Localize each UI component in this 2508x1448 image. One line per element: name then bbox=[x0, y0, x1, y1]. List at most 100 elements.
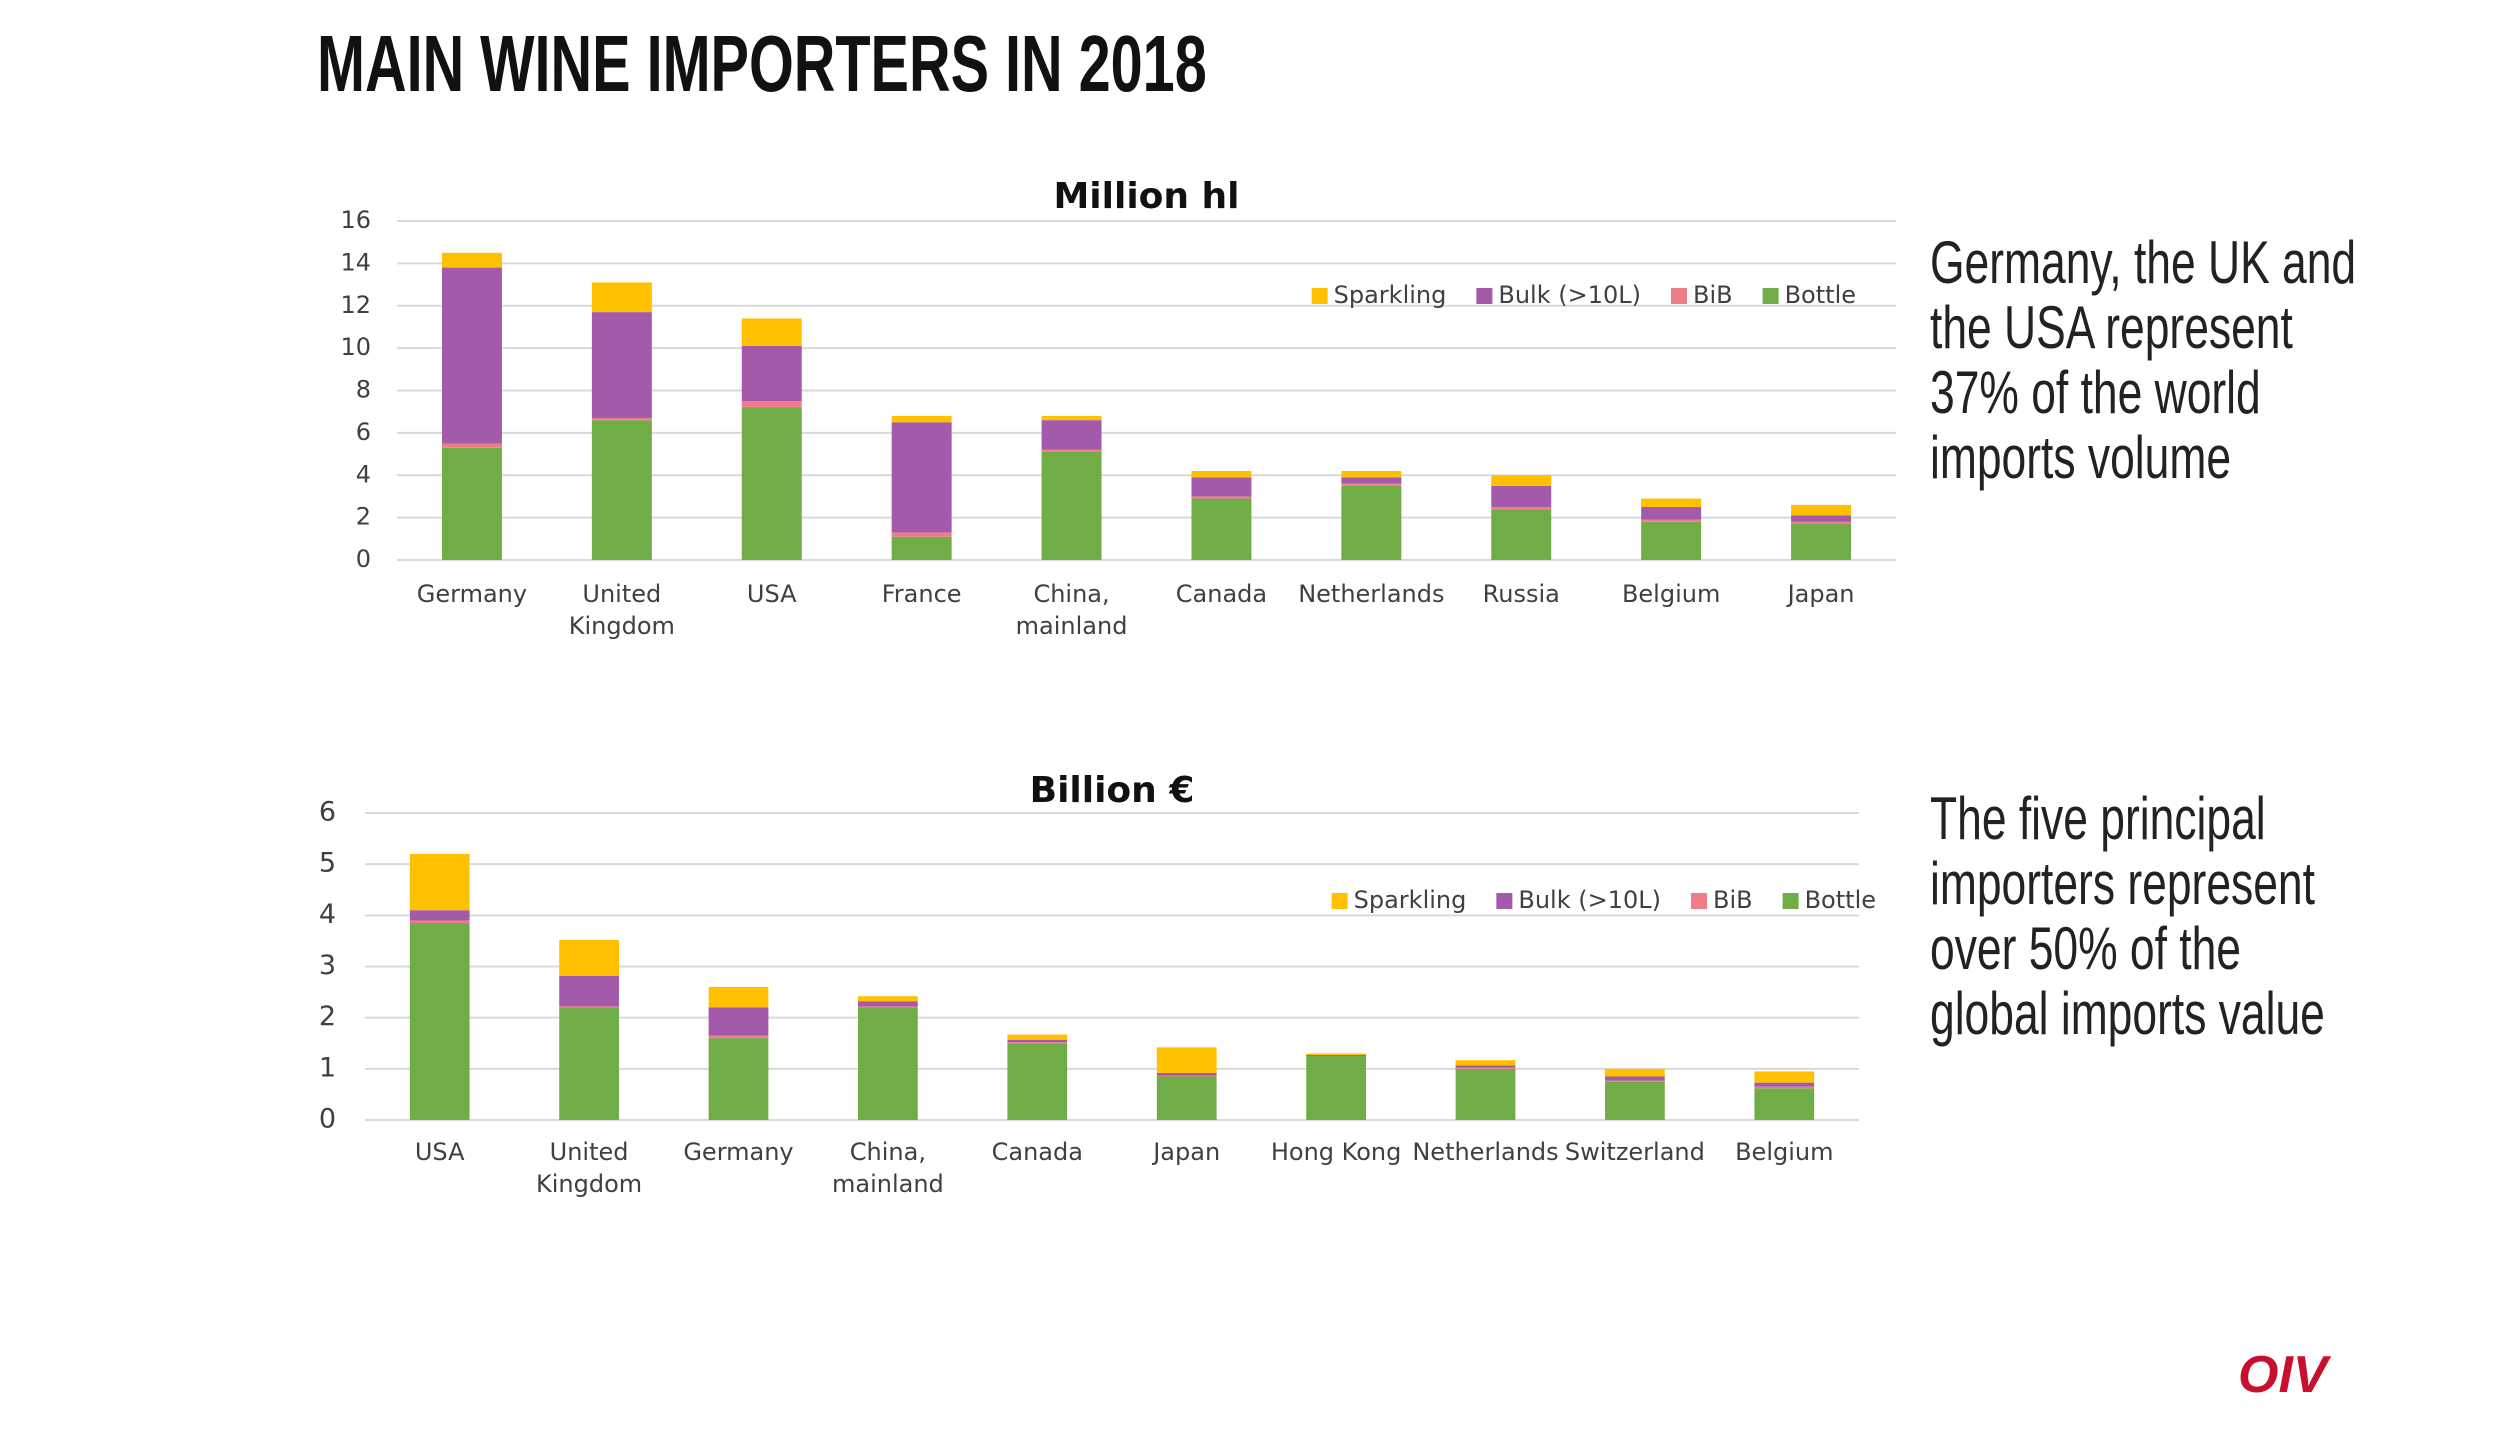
bar-segment bbox=[1491, 507, 1552, 510]
bar-segment bbox=[559, 1007, 619, 1120]
bar-segment bbox=[559, 975, 619, 1007]
x-label-box: Switzerland bbox=[1565, 1138, 1705, 1166]
y-tick-label: 6 bbox=[319, 797, 336, 828]
bar-segment bbox=[891, 536, 952, 560]
bar-segment bbox=[1306, 1056, 1366, 1120]
legend-label: Bulk (>10L) bbox=[1518, 886, 1661, 914]
x-tick-label: Belgium bbox=[1621, 580, 1721, 608]
bar-segment bbox=[1791, 515, 1852, 522]
x-label-box: France bbox=[881, 580, 962, 608]
bar-segment bbox=[1605, 1076, 1665, 1081]
bar-segment bbox=[1455, 1068, 1516, 1120]
bar-segment bbox=[1156, 1075, 1217, 1077]
bar-segment bbox=[441, 267, 502, 444]
bar-segment bbox=[1191, 496, 1252, 499]
bar-segment bbox=[1156, 1072, 1217, 1076]
x-label-box: USA bbox=[414, 1138, 465, 1166]
bar-segment bbox=[1191, 471, 1252, 478]
x-tick-label: Belgium bbox=[1735, 1138, 1834, 1166]
bar-segment bbox=[1791, 521, 1852, 524]
legend-swatch bbox=[1690, 893, 1707, 909]
bar-segment bbox=[591, 418, 652, 421]
note: The five principal importers represent o… bbox=[1930, 785, 2325, 1047]
bar-segment bbox=[1041, 451, 1102, 560]
bar-segment bbox=[1341, 485, 1402, 560]
bar-segment bbox=[1455, 1060, 1516, 1066]
bar-segment bbox=[891, 532, 952, 537]
bar-segment bbox=[1041, 449, 1102, 452]
y-tick-label: 10 bbox=[340, 333, 371, 361]
bar-segment bbox=[409, 853, 470, 911]
legend-swatch bbox=[1496, 893, 1513, 909]
x-tick-label: Canada bbox=[1175, 580, 1268, 608]
bar-segment bbox=[1455, 1067, 1516, 1069]
legend-label: Bottle bbox=[1805, 886, 1876, 914]
bar-segment bbox=[409, 923, 470, 1120]
legend-label: Bulk (>10L) bbox=[1498, 281, 1641, 309]
bar-segment bbox=[891, 415, 952, 423]
bar-segment bbox=[1306, 1053, 1366, 1056]
x-tick-label: Japan bbox=[1153, 1138, 1221, 1166]
bar-segment bbox=[1041, 420, 1102, 450]
bar-segment bbox=[741, 318, 802, 347]
x-tick-label: USA bbox=[414, 1138, 465, 1166]
x-tick-label: France bbox=[881, 580, 962, 608]
bar-segment bbox=[741, 407, 802, 560]
chart-title: Billion € bbox=[1030, 770, 1195, 811]
bar-segment bbox=[708, 1007, 769, 1036]
x-label-box: Russia bbox=[1483, 580, 1560, 608]
x-tick-label: Netherlands bbox=[1298, 580, 1445, 608]
bar-segment bbox=[1754, 1082, 1815, 1087]
bar-segment bbox=[1754, 1086, 1815, 1089]
bar-segment bbox=[591, 312, 652, 419]
x-label-box: United Kingdom bbox=[569, 580, 675, 640]
bar-segment bbox=[441, 447, 502, 560]
bar-segment bbox=[1455, 1065, 1516, 1068]
y-tick-label: 8 bbox=[356, 376, 371, 404]
bar-segment bbox=[409, 910, 470, 921]
y-tick-label: 0 bbox=[319, 1104, 336, 1135]
bar-segment bbox=[409, 920, 470, 924]
y-tick-label: 2 bbox=[356, 503, 371, 531]
x-label-box: Japan bbox=[1788, 580, 1855, 608]
y-tick-label: 6 bbox=[356, 418, 371, 446]
y-tick-label: 16 bbox=[340, 206, 371, 234]
x-tick-label: China, mainland bbox=[831, 1138, 944, 1198]
bar-segment bbox=[1491, 485, 1552, 508]
legend-swatch bbox=[1782, 893, 1799, 909]
y-tick-label: 4 bbox=[319, 899, 336, 930]
bar-segment bbox=[858, 1007, 918, 1120]
bar-segment bbox=[1007, 1034, 1068, 1040]
bar-segment bbox=[1007, 1042, 1068, 1044]
x-tick-label: China, mainland bbox=[1015, 580, 1128, 640]
bar-segment bbox=[1041, 415, 1102, 421]
bar-segment bbox=[891, 422, 952, 533]
bar-segment bbox=[441, 252, 502, 268]
x-label-box: China, mainland bbox=[1015, 580, 1128, 640]
x-label-box: Canada bbox=[1175, 580, 1268, 608]
y-tick-label: 0 bbox=[356, 545, 371, 573]
bar-segment bbox=[1156, 1076, 1217, 1120]
bar-segment bbox=[1605, 1081, 1665, 1120]
x-label-box: Japan bbox=[1153, 1138, 1221, 1166]
x-label-box: United Kingdom bbox=[536, 1138, 642, 1198]
legend-swatch bbox=[1762, 288, 1779, 304]
bar-segment bbox=[1791, 523, 1852, 560]
bar-segment bbox=[1341, 483, 1402, 486]
x-tick-label: Netherlands bbox=[1412, 1138, 1559, 1166]
x-tick-label: Canada bbox=[991, 1138, 1083, 1166]
bar-segment bbox=[708, 1038, 769, 1120]
x-label-box: Hong Kong bbox=[1271, 1138, 1401, 1166]
x-label-box: Netherlands bbox=[1298, 580, 1445, 608]
y-tick-label: 14 bbox=[340, 248, 371, 276]
bar-segment bbox=[1641, 519, 1702, 522]
slide-title: MAIN WINE IMPORTERS IN 2018 bbox=[317, 19, 1207, 108]
legend-swatch bbox=[1476, 288, 1493, 304]
x-label-box: Germany bbox=[417, 580, 527, 608]
y-tick-label: 12 bbox=[340, 291, 371, 319]
bar-segment bbox=[1491, 509, 1552, 560]
bar-segment bbox=[1491, 475, 1552, 486]
legend-swatch bbox=[1311, 288, 1328, 304]
legend-label: BiB bbox=[1713, 886, 1753, 914]
